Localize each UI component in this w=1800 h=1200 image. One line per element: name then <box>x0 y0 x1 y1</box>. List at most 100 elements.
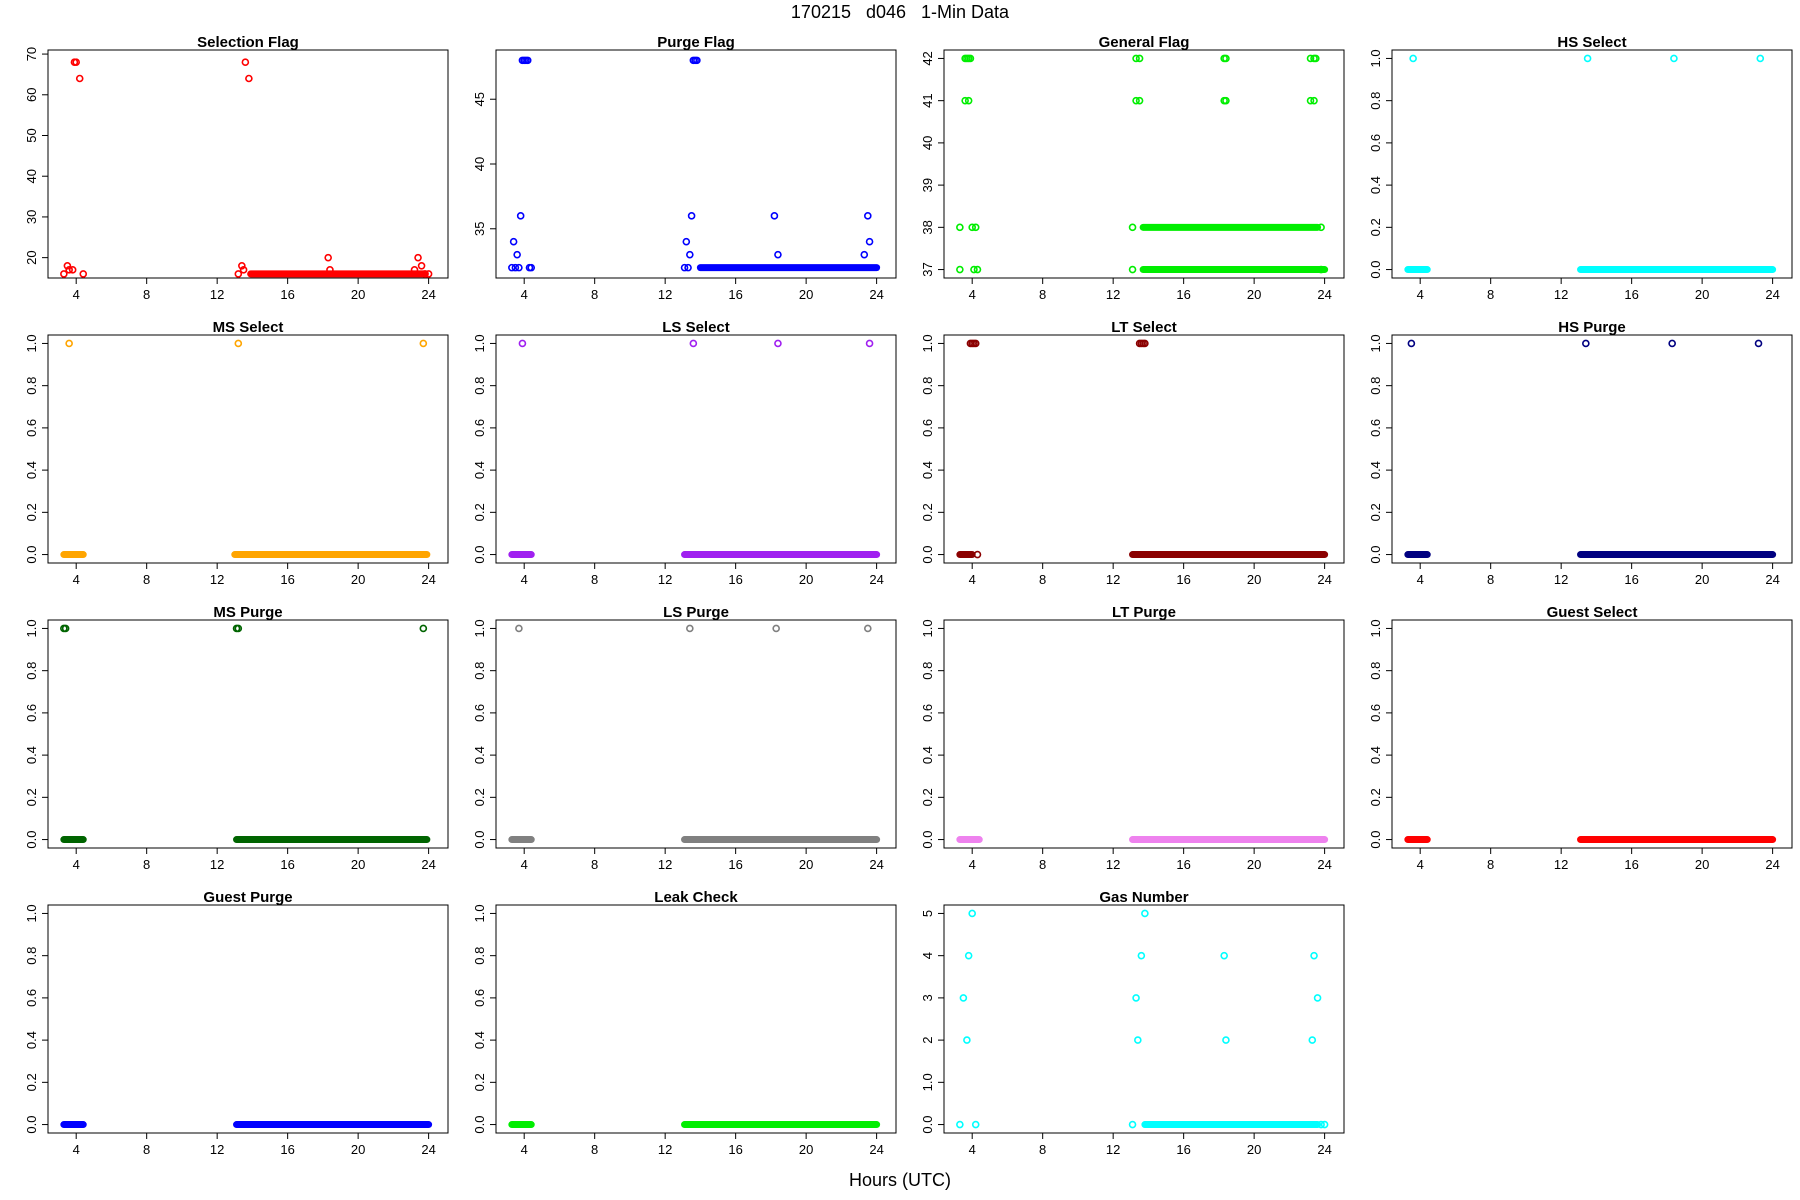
data-point <box>1141 339 1149 348</box>
x-tick-label: 4 <box>1417 857 1424 872</box>
data-point <box>1222 1036 1230 1044</box>
data-point-run <box>681 1121 881 1129</box>
data-point <box>774 339 782 348</box>
x-tick-label: 8 <box>143 1142 150 1157</box>
data-point <box>245 74 253 83</box>
data-point <box>961 96 969 105</box>
data-point <box>61 624 70 633</box>
data-point <box>1312 54 1320 63</box>
x-tick-label: 12 <box>210 572 224 587</box>
data-point <box>684 263 692 272</box>
plot-frame <box>495 904 897 1134</box>
x-tick-label: 4 <box>969 572 976 587</box>
data-point <box>1128 1120 1137 1129</box>
x-tick-label: 8 <box>143 287 150 302</box>
y-tick-label: 40 <box>920 136 935 150</box>
data-point <box>417 261 426 270</box>
data-point <box>1132 96 1140 105</box>
y-tick-label: 0.4 <box>472 1031 487 1049</box>
panel-title: Gas Number <box>1099 889 1188 906</box>
x-tick-label: 20 <box>351 572 365 587</box>
y-tick-label: 30 <box>24 210 39 224</box>
x-tick-label: 4 <box>1417 572 1424 587</box>
panel: Guest Select 4 8 12 16 20 24 0.0 0.2 0.4 0.6 0.8 1.0 <box>1368 604 1793 872</box>
plot-frame <box>495 334 897 564</box>
data-point <box>770 212 779 220</box>
y-tick-label: 0.2 <box>24 503 39 521</box>
data-point <box>956 265 964 274</box>
x-tick-label: 20 <box>1247 1142 1261 1157</box>
y-tick-label: 0.4 <box>472 746 487 764</box>
y-tick-label: 1.0 <box>472 619 487 637</box>
data-point <box>772 624 780 633</box>
x-tick-label: 20 <box>1247 287 1261 302</box>
x-tick-label: 8 <box>1487 287 1494 302</box>
data-point <box>414 253 422 262</box>
y-tick-label: 1.0 <box>1368 334 1383 352</box>
y-tick-label: 0.0 <box>24 831 39 849</box>
panel-title: MS Select <box>213 319 284 336</box>
data-point <box>1310 96 1318 105</box>
plot-frame <box>1391 49 1793 279</box>
y-tick-label: 0.6 <box>24 419 39 437</box>
data-point <box>1756 54 1765 63</box>
y-tick-label: 0.8 <box>1368 662 1383 680</box>
x-tick-label: 8 <box>591 287 598 302</box>
data-point <box>241 58 250 67</box>
y-tick-label: 41 <box>920 93 935 107</box>
x-tick-label: 12 <box>1554 287 1568 302</box>
data-point <box>1128 223 1137 232</box>
x-tick-label: 12 <box>210 1142 224 1157</box>
y-tick-label: 5 <box>920 910 935 917</box>
y-tick-label: 0.6 <box>920 419 935 437</box>
y-tick-label: 0.6 <box>920 704 935 722</box>
panel-title: HS Select <box>1557 34 1626 51</box>
x-tick-label: 16 <box>728 572 742 587</box>
y-tick-label: 50 <box>24 128 39 142</box>
x-tick-label: 12 <box>658 572 672 587</box>
data-point <box>956 223 964 232</box>
plot-frame <box>943 49 1345 279</box>
y-tick-label: 38 <box>920 220 935 234</box>
x-tick-label: 8 <box>591 1142 598 1157</box>
x-tick-label: 12 <box>1106 1142 1120 1157</box>
x-tick-label: 4 <box>521 572 528 587</box>
y-tick-label: 0.0 <box>920 546 935 564</box>
x-tick-label: 24 <box>1765 287 1779 302</box>
y-tick-label: 0.4 <box>920 746 935 764</box>
data-point <box>511 263 520 272</box>
x-tick-label: 12 <box>658 857 672 872</box>
x-tick-label: 16 <box>280 1142 294 1157</box>
data-point-run <box>956 551 976 559</box>
y-tick-label: 0.8 <box>24 947 39 965</box>
x-tick-label: 24 <box>1317 1142 1331 1157</box>
y-tick-label: 1.0 <box>920 619 935 637</box>
data-point <box>1313 994 1322 1002</box>
data-point <box>966 54 975 63</box>
y-tick-label: 0.8 <box>920 377 935 395</box>
data-point <box>774 250 782 259</box>
data-point <box>963 1036 971 1044</box>
x-tick-label: 8 <box>1039 572 1046 587</box>
x-tick-label: 24 <box>1765 572 1779 587</box>
figure-title: 170215 d046 1-Min Data <box>790 2 1010 22</box>
data-point <box>864 624 872 633</box>
y-tick-label: 0.0 <box>920 831 935 849</box>
data-point <box>973 265 982 274</box>
x-axis-label: Hours (UTC) <box>849 1170 951 1190</box>
x-tick-label: 4 <box>521 857 528 872</box>
y-tick-label: 0.0 <box>472 1116 487 1134</box>
x-tick-label: 12 <box>658 287 672 302</box>
y-tick-label: 0.0 <box>24 1116 39 1134</box>
x-tick-label: 20 <box>1695 857 1709 872</box>
data-point <box>1137 951 1146 960</box>
x-tick-label: 16 <box>1176 287 1190 302</box>
y-tick-label: 1.0 <box>24 334 39 352</box>
x-tick-label: 24 <box>421 857 435 872</box>
plot-frame <box>943 904 1345 1134</box>
y-tick-label: 1.0 <box>1368 49 1383 67</box>
data-point-run <box>1129 836 1329 844</box>
x-tick-label: 24 <box>421 1142 435 1157</box>
data-point <box>1132 54 1140 63</box>
